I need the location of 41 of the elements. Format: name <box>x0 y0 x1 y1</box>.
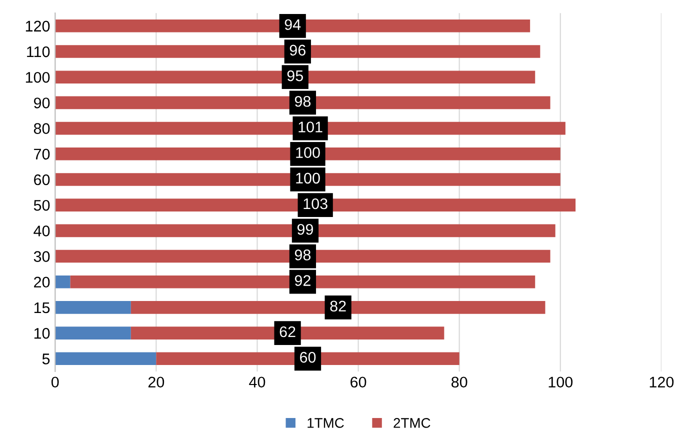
legend-label: 1TMC <box>308 418 344 428</box>
data-label: 100 <box>296 147 320 158</box>
data-label: 95 <box>287 70 303 82</box>
data-label: 92 <box>294 275 310 286</box>
data-label: 62 <box>280 326 296 338</box>
data-label: 101 <box>298 122 322 132</box>
y-tick-label: 100 <box>26 72 50 83</box>
x-tick-label: 40 <box>249 376 266 388</box>
y-tick-label: 50 <box>34 200 50 211</box>
x-tick-label: 20 <box>148 376 164 388</box>
y-tick-label: 110 <box>27 46 50 58</box>
bar <box>55 326 131 340</box>
y-tick-label: 60 <box>34 174 50 186</box>
y-tick-label: 120 <box>26 20 50 32</box>
y-tick-label: 80 <box>34 123 50 134</box>
data-label: 94 <box>284 19 301 30</box>
data-label: 98 <box>294 96 311 107</box>
bar <box>55 352 156 366</box>
y-tick-label: 5 <box>42 354 50 364</box>
bar <box>55 301 131 314</box>
x-tick-label: 60 <box>350 376 366 388</box>
x-tick-label: 120 <box>650 376 674 388</box>
y-tick-label: 15 <box>34 302 50 314</box>
y-tick-label: 20 <box>34 276 50 288</box>
data-label: 96 <box>290 44 306 56</box>
data-label: 99 <box>297 224 313 235</box>
bar <box>55 275 70 288</box>
x-tick-label: 100 <box>548 376 573 388</box>
y-tick-label: 90 <box>34 98 50 108</box>
y-tick-label: 70 <box>34 148 50 160</box>
legend-label: 2TMC <box>394 418 430 428</box>
y-tick-label: 10 <box>34 328 50 339</box>
data-label: 100 <box>296 172 320 184</box>
data-label: 82 <box>330 300 346 312</box>
data-label: 98 <box>294 250 311 260</box>
y-tick-label: 30 <box>34 251 50 262</box>
x-tick-label: 0 <box>51 376 59 388</box>
data-label: 103 <box>304 198 328 210</box>
data-label: 60 <box>300 352 316 363</box>
x-tick-label: 80 <box>452 376 468 388</box>
y-tick-label: 40 <box>34 226 50 236</box>
